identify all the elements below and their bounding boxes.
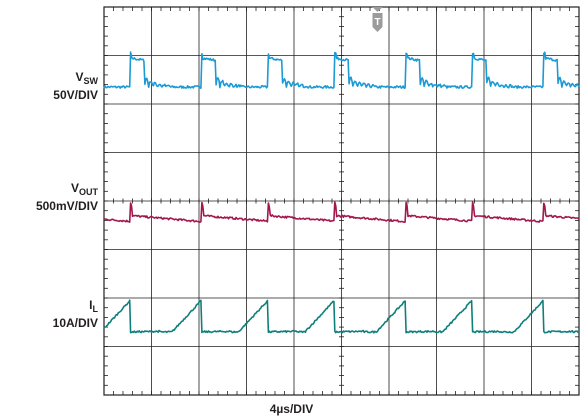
channel-label-vsw: VSW 50V/DIV [0, 70, 98, 102]
trace-il [103, 299, 580, 334]
trigger-marker: T [372, 7, 383, 32]
scope-grid [103, 6, 580, 396]
channel-label-vout: VOUT 500mV/DIV [0, 181, 98, 213]
x-axis-label: 4µs/DIV [269, 402, 314, 416]
trigger-badge [372, 13, 383, 32]
trace-vsw [103, 51, 580, 89]
vout-scale: 500mV/DIV [35, 199, 98, 213]
trigger-arrow [372, 7, 383, 12]
vsw-scale: 50V/DIV [53, 88, 98, 102]
il-name: IL [89, 298, 98, 314]
vsw-name: VSW [75, 70, 98, 86]
channel-label-il: IL 10A/DIV [0, 298, 98, 330]
trigger-label: T [374, 17, 380, 28]
trace-vout [103, 201, 580, 224]
vout-name: VOUT [70, 181, 98, 197]
il-scale: 10A/DIV [52, 316, 98, 330]
scope-traces [103, 51, 580, 334]
